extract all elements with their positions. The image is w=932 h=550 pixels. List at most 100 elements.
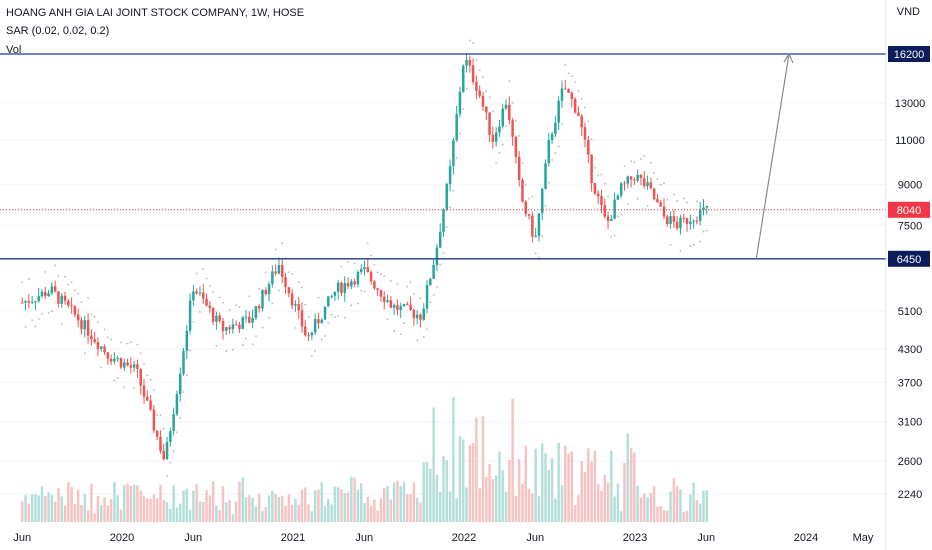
sar-dot bbox=[429, 301, 432, 304]
volume-bar bbox=[90, 483, 93, 522]
sar-dot bbox=[31, 319, 34, 321]
volume-bar bbox=[231, 514, 235, 522]
sar-dot bbox=[291, 273, 294, 275]
volume-bar bbox=[44, 495, 47, 522]
sar-dot bbox=[185, 374, 188, 376]
volume-bar bbox=[471, 442, 475, 522]
sar-dot bbox=[393, 330, 396, 332]
volume-bar bbox=[702, 490, 705, 522]
volume-bar bbox=[508, 460, 511, 522]
sar-dot bbox=[324, 335, 326, 337]
x-tick-label: Jun bbox=[13, 532, 31, 544]
level-label-bg bbox=[888, 46, 930, 62]
volume-bar bbox=[369, 505, 373, 522]
candle-body bbox=[402, 303, 406, 307]
candle-body bbox=[616, 195, 620, 200]
candle-body bbox=[90, 335, 93, 340]
volume-bar bbox=[284, 505, 287, 522]
volume-bar bbox=[494, 475, 498, 522]
volume-bar bbox=[290, 504, 294, 522]
chart-title: HOANG ANH GIA LAI JOINT STOCK COMPANY, 1… bbox=[6, 7, 305, 19]
candle-body bbox=[698, 209, 702, 221]
sar-dot bbox=[143, 363, 145, 365]
trend-arrow[interactable] bbox=[755, 52, 794, 259]
candle-body bbox=[610, 218, 613, 221]
sar-dot bbox=[100, 366, 103, 369]
sar-dot bbox=[531, 195, 534, 198]
sar-dot bbox=[231, 348, 234, 351]
sar-dot bbox=[126, 342, 129, 345]
volume-bar bbox=[662, 510, 666, 522]
candles bbox=[21, 53, 709, 461]
sar-dot bbox=[488, 96, 491, 99]
volume-bar bbox=[412, 482, 416, 522]
candle-body bbox=[389, 300, 393, 308]
candle-body bbox=[419, 314, 422, 320]
candle-body bbox=[202, 292, 205, 299]
volume-bar bbox=[557, 442, 560, 522]
volume-bar bbox=[169, 508, 172, 522]
sar-dot bbox=[353, 262, 356, 265]
volume-bar bbox=[359, 483, 363, 522]
sar-dot bbox=[593, 166, 596, 169]
sar-dot bbox=[64, 275, 66, 278]
sar-dot bbox=[600, 173, 603, 176]
candle-body bbox=[540, 188, 544, 214]
sar-dot bbox=[617, 215, 619, 218]
candle-body bbox=[323, 306, 327, 320]
level-label: 16200 bbox=[894, 49, 925, 61]
volume-bar bbox=[442, 455, 445, 522]
candle-body bbox=[267, 284, 271, 295]
volume-bar bbox=[682, 512, 685, 522]
candle-body bbox=[274, 271, 277, 274]
candle-body bbox=[146, 396, 149, 401]
candle-body bbox=[465, 59, 468, 66]
sar-dot bbox=[630, 160, 632, 163]
candle-body bbox=[521, 179, 524, 202]
sar-dot bbox=[133, 387, 136, 390]
horizontal-levels[interactable]: 16200 6450 8040 bbox=[0, 46, 930, 267]
sar-dot bbox=[524, 183, 527, 186]
volume-bar bbox=[34, 493, 37, 522]
volume-bar bbox=[517, 459, 521, 522]
volume-bar bbox=[636, 485, 639, 522]
volume-bar bbox=[396, 481, 399, 522]
candle-body bbox=[406, 303, 409, 305]
volume-bar bbox=[534, 448, 537, 522]
volume-bar bbox=[221, 486, 225, 522]
sar-dot bbox=[459, 132, 461, 135]
candle-body bbox=[524, 201, 528, 214]
volume-bar bbox=[185, 488, 189, 522]
candle-body bbox=[649, 182, 653, 189]
candle-body bbox=[577, 112, 580, 116]
candle-body bbox=[557, 100, 560, 123]
volume-bar bbox=[129, 485, 133, 522]
candle-body bbox=[188, 300, 192, 331]
candle-body bbox=[195, 291, 198, 294]
sar-dot bbox=[24, 325, 27, 328]
volume-bar bbox=[363, 503, 366, 522]
volume-bar bbox=[695, 500, 699, 522]
sar-dot bbox=[152, 389, 155, 391]
volume-bar bbox=[692, 482, 695, 522]
candle-body bbox=[366, 267, 370, 272]
volume-bar bbox=[264, 507, 268, 522]
candle-body bbox=[287, 287, 291, 294]
x-tick-label: Jun bbox=[355, 532, 373, 544]
volume-legend[interactable]: Vol bbox=[6, 44, 22, 56]
candle-body bbox=[172, 414, 175, 432]
sar-dot bbox=[452, 189, 455, 192]
sar-dot bbox=[475, 59, 478, 62]
sar-dot bbox=[218, 296, 221, 299]
candle-body bbox=[24, 300, 27, 303]
volume-bar bbox=[465, 487, 468, 522]
volume-bar bbox=[452, 396, 455, 522]
sar-dot bbox=[682, 197, 685, 200]
sar-legend[interactable]: SAR (0.02, 0.02, 0.2) bbox=[6, 25, 110, 37]
candle-body bbox=[448, 166, 452, 184]
volume-bar bbox=[425, 462, 429, 522]
volume-bar bbox=[172, 485, 175, 522]
volume-bar bbox=[356, 489, 360, 522]
sar-dot bbox=[538, 256, 540, 259]
